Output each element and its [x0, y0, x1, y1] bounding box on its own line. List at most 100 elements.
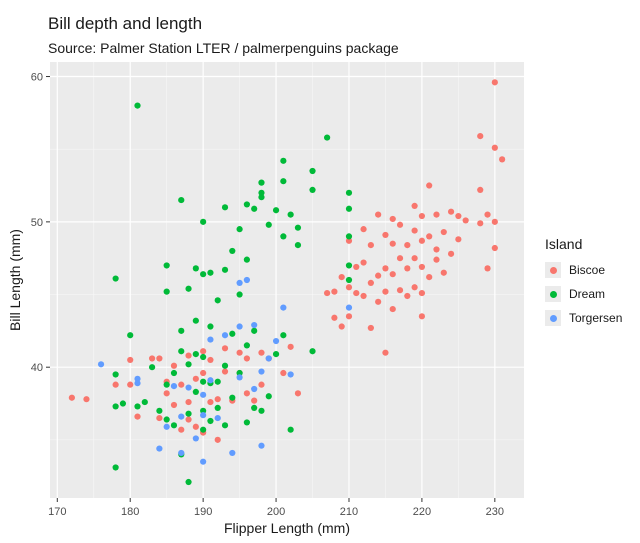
data-point [200, 271, 207, 278]
data-point [214, 436, 221, 443]
data-point [200, 407, 207, 414]
data-point [185, 384, 192, 391]
legend-dot-icon [549, 266, 557, 274]
data-point [396, 221, 404, 228]
data-point [294, 242, 302, 249]
data-point [127, 332, 134, 339]
data-point [200, 412, 207, 419]
data-point [258, 349, 265, 356]
data-point [272, 337, 280, 345]
x-tick-label: 230 [486, 506, 504, 518]
data-point [491, 144, 498, 151]
data-point [192, 265, 199, 272]
data-point [236, 323, 243, 330]
data-point [418, 237, 426, 244]
data-point [221, 204, 229, 211]
data-point [185, 361, 192, 368]
data-point [477, 186, 484, 193]
data-point [214, 297, 221, 304]
data-point [221, 266, 229, 273]
x-tick-label: 210 [340, 506, 358, 518]
data-point [462, 217, 469, 224]
data-point [148, 364, 156, 371]
data-point [236, 226, 243, 233]
data-point [200, 426, 207, 433]
data-point [251, 385, 258, 393]
data-point [287, 343, 294, 350]
chart-title: Bill depth and length [48, 14, 203, 33]
data-point [185, 410, 192, 417]
data-point [375, 272, 382, 279]
data-point [324, 134, 331, 141]
legend-key [545, 310, 561, 326]
data-point [156, 407, 163, 414]
data-point [426, 233, 433, 240]
legend-dot-icon [549, 290, 557, 298]
data-point [360, 259, 367, 266]
data-point [389, 271, 396, 278]
data-point [382, 265, 389, 272]
data-point [163, 381, 170, 388]
data-point [200, 348, 207, 355]
data-point [499, 156, 506, 163]
data-point [229, 247, 236, 255]
plot-panel [50, 62, 524, 498]
data-point [243, 355, 250, 362]
data-point [163, 423, 170, 430]
data-point [112, 403, 119, 410]
data-point [170, 362, 178, 369]
data-point [229, 394, 236, 401]
data-point [367, 324, 374, 332]
data-point [411, 227, 418, 234]
data-point [207, 398, 214, 406]
data-point [258, 368, 265, 375]
data-point [251, 321, 258, 329]
data-point [484, 265, 491, 272]
data-point [192, 423, 199, 430]
data-point [163, 262, 170, 269]
data-point [477, 220, 484, 227]
legend: Island Biscoe Dream Torgersen [545, 236, 622, 330]
data-point [200, 353, 207, 361]
legend-title: Island [545, 236, 583, 252]
legend-key [545, 286, 561, 302]
data-point [491, 79, 498, 86]
data-point [491, 244, 498, 252]
data-point [192, 388, 199, 396]
data-point [426, 273, 433, 281]
data-point [389, 240, 396, 247]
data-point [200, 369, 207, 377]
data-point [338, 273, 345, 281]
data-point [221, 345, 229, 352]
data-point [272, 207, 280, 214]
data-point [404, 265, 411, 272]
data-point [134, 413, 141, 420]
data-point [360, 226, 367, 233]
data-point [236, 374, 243, 381]
data-point [243, 342, 250, 349]
data-point [178, 348, 185, 355]
data-point [236, 349, 243, 356]
data-point [251, 397, 258, 404]
legend-item-torgersen: Torgersen [545, 306, 622, 330]
legend-item-dream: Dream [545, 282, 622, 306]
data-point [345, 304, 353, 311]
data-point [309, 186, 316, 193]
data-point [477, 133, 484, 140]
data-point [134, 375, 141, 382]
data-point [214, 378, 221, 385]
data-point [353, 263, 360, 271]
data-point [382, 349, 389, 356]
data-point [287, 426, 294, 433]
data-point [345, 262, 353, 269]
data-point [170, 401, 178, 409]
data-point [112, 381, 119, 388]
data-point [433, 246, 440, 253]
data-point [185, 478, 192, 486]
data-point [236, 369, 243, 377]
data-point [207, 323, 214, 330]
data-point [214, 396, 221, 403]
data-point [207, 356, 214, 364]
x-tick-label: 220 [413, 506, 431, 518]
